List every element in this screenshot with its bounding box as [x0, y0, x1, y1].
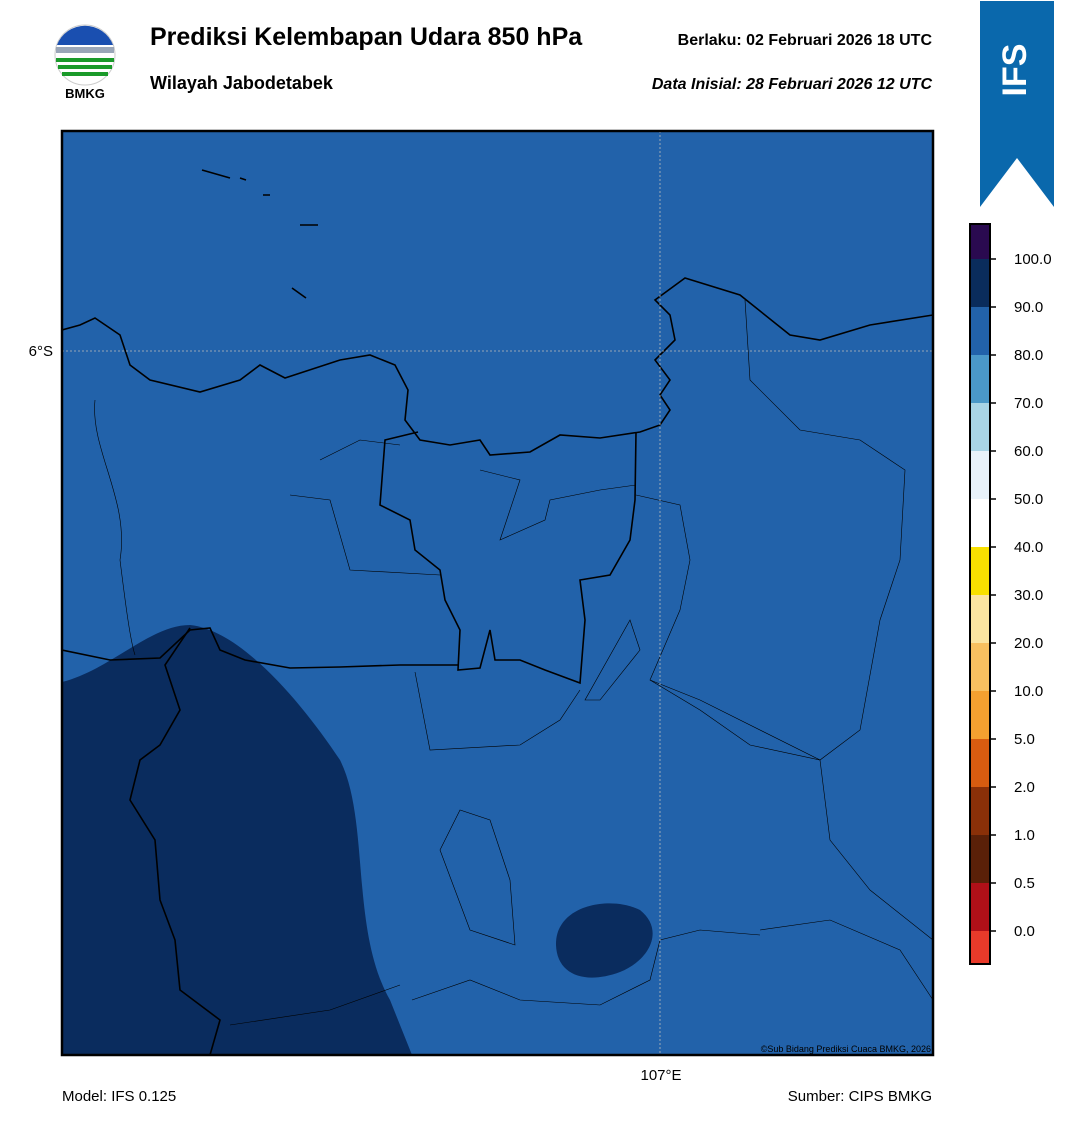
- badge-text: IFS: [996, 44, 1034, 97]
- colorbar-label: 10.0: [1014, 683, 1043, 700]
- map-area: ©Sub Bidang Prediksi Cuaca BMKG, 2026: [62, 131, 933, 1055]
- colorbar-segment: [970, 403, 990, 451]
- colorbar-label: 50.0: [1014, 491, 1043, 508]
- title: Prediksi Kelembapan Udara 850 hPa: [150, 23, 583, 51]
- colorbar-frame: [969, 223, 991, 965]
- colorbar-segment: [970, 691, 990, 739]
- colorbar-label: 20.0: [1014, 635, 1043, 652]
- colorbar-segment: [970, 787, 990, 835]
- colorbar-segment: [970, 451, 990, 499]
- colorbar-segment: [970, 547, 990, 595]
- colorbar-segment: [970, 883, 990, 931]
- colorbar-label: 0.5: [1014, 875, 1035, 892]
- lon-label: 107°E: [640, 1067, 681, 1084]
- colorbar: 0.0 0.5 1.0 2.0 5.0 10.0 20.0 30.0 40.0 50.0 60.0 7…: [969, 223, 1052, 965]
- colorbar-segment: [970, 739, 990, 787]
- colorbar-label: 1.0: [1014, 827, 1035, 844]
- colorbar-label: 80.0: [1014, 347, 1043, 364]
- region: Wilayah Jabodetabek: [150, 73, 334, 93]
- colorbar-segment: [970, 259, 990, 307]
- colorbar-label: 100.0: [1014, 251, 1052, 268]
- lat-label: 6°S: [29, 343, 53, 360]
- valid-time: Berlaku: 02 Februari 2026 18 UTC: [678, 32, 933, 49]
- model: Model: IFS 0.125: [62, 1088, 176, 1105]
- colorbar-label: 40.0: [1014, 539, 1043, 556]
- credit: ©Sub Bidang Prediksi Cuaca BMKG, 2026: [761, 1044, 931, 1054]
- humid-zone: [62, 625, 412, 1055]
- source: Sumber: CIPS BMKG: [788, 1088, 932, 1105]
- humid-zone: [555, 903, 653, 978]
- colorbar-label: 60.0: [1014, 443, 1043, 460]
- colorbar-segment: [970, 355, 990, 403]
- init-time: Data Inisial: 28 Februari 2026 12 UTC: [652, 76, 933, 93]
- logo-text: BMKG: [65, 86, 105, 101]
- colorbar-segment: [970, 307, 990, 355]
- colorbar-segment: [970, 643, 990, 691]
- colorbar-segment: [970, 835, 990, 883]
- colorbar-label: 5.0: [1014, 731, 1035, 748]
- colorbar-segment: [970, 499, 990, 547]
- map-frame: [60, 129, 935, 1057]
- colorbar-segment: [970, 224, 990, 259]
- colorbar-label: 70.0: [1014, 395, 1043, 412]
- colorbar-label: 2.0: [1014, 779, 1035, 796]
- colorbar-label: 0.0: [1014, 923, 1035, 940]
- colorbar-label: 90.0: [1014, 299, 1043, 316]
- logo: BMKG: [54, 24, 116, 101]
- colorbar-label: 30.0: [1014, 587, 1043, 604]
- colorbar-segment: [970, 931, 990, 964]
- colorbar-segment: [970, 595, 990, 643]
- badge: [980, 1, 1054, 207]
